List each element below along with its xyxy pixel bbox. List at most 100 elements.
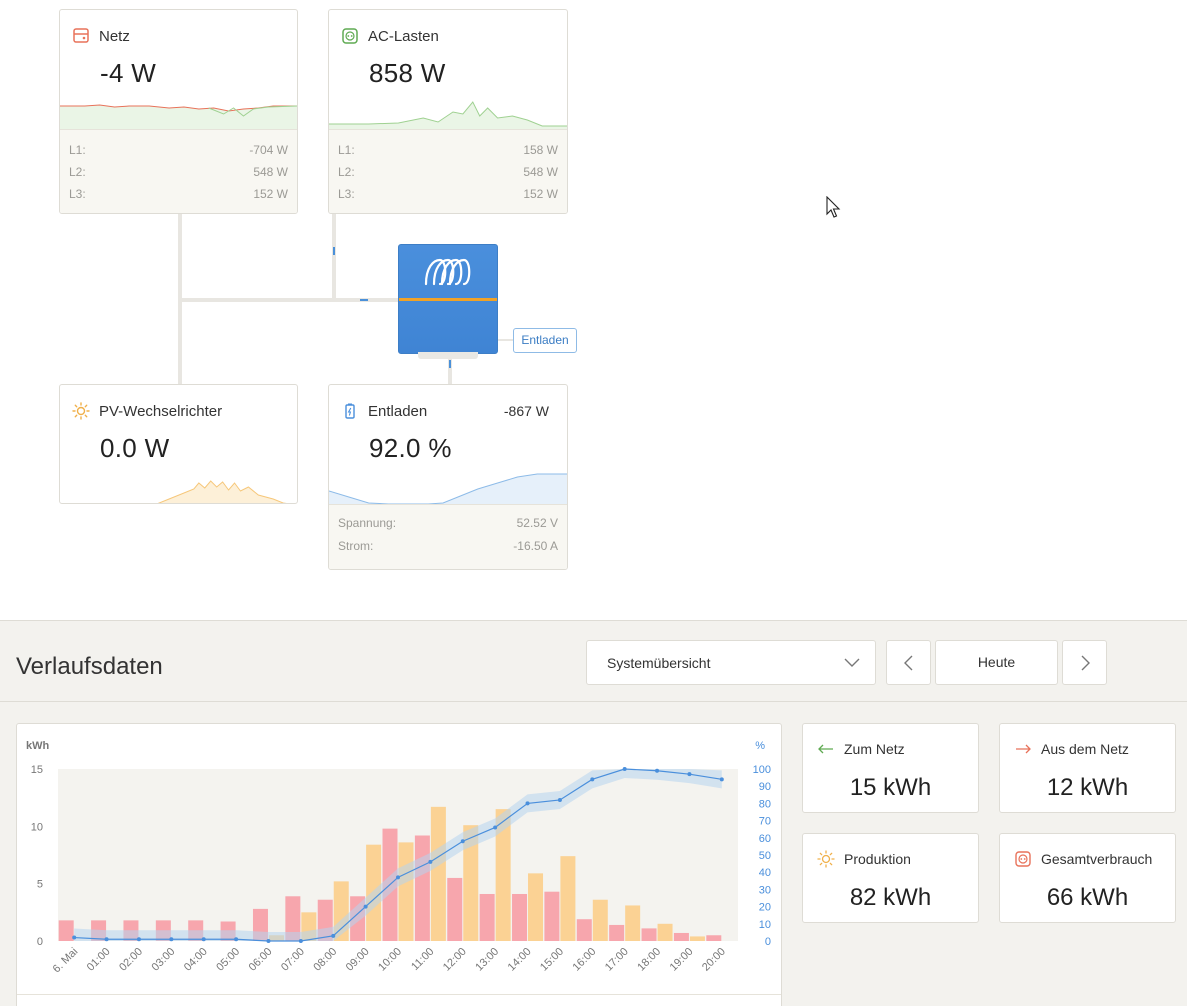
soc-point bbox=[493, 825, 498, 830]
bar-consumption bbox=[447, 877, 463, 941]
y2-tick-label: 90 bbox=[759, 781, 771, 793]
y2-tick-label: 20 bbox=[759, 902, 771, 914]
soc-point bbox=[460, 839, 465, 844]
history-title: Verlaufsdaten bbox=[16, 653, 163, 680]
soc-point bbox=[687, 772, 692, 777]
stat-production-label: Produktion bbox=[844, 851, 911, 867]
stat-from-grid-label: Aus dem Netz bbox=[1041, 741, 1129, 757]
battery-soc-value: 92.0 % bbox=[369, 433, 452, 463]
bar-production bbox=[592, 899, 608, 941]
stat-from-grid-header: Aus dem Netz bbox=[1014, 740, 1129, 758]
x-tick-label: 14:00 bbox=[506, 946, 534, 974]
period-button[interactable]: Heute bbox=[935, 640, 1058, 685]
grid-sparkline bbox=[60, 104, 297, 130]
next-period-button[interactable] bbox=[1062, 640, 1107, 685]
x-tick-label: 18:00 bbox=[635, 946, 663, 974]
y2-axis-ticks: 0 10 20 30 40 50 60 70 80 90 100 bbox=[753, 764, 771, 948]
bar-production bbox=[625, 905, 641, 941]
grid-phase-row: L3: 152 W bbox=[69, 187, 288, 201]
history-chart[interactable]: kWh % 0 5 10 15 0 10 20 30 40 50 60 70 80 90 100 6. M… bbox=[17, 724, 783, 1006]
ac-loads-phases: L1: 158 W L2: 548 W L3: 152 W bbox=[329, 129, 567, 213]
battery-icon bbox=[341, 402, 359, 420]
bar-consumption bbox=[706, 935, 722, 941]
stat-production-value: 82 kWh bbox=[849, 884, 932, 911]
pv-tile-title: PV-Wechselrichter bbox=[99, 402, 223, 420]
victron-logo-icon bbox=[424, 258, 471, 286]
y2-tick-label: 80 bbox=[759, 798, 771, 810]
ac-loads-tile-header: AC-Lasten bbox=[341, 26, 439, 46]
ac-loads-phase-row: L2: 548 W bbox=[338, 165, 558, 179]
y-tick-label: 10 bbox=[31, 821, 43, 833]
x-tick-label: 16:00 bbox=[570, 946, 598, 974]
bar-production bbox=[657, 923, 673, 941]
arrow-left-icon bbox=[817, 740, 835, 758]
inverter-device[interactable] bbox=[398, 244, 498, 354]
grid-phase-row: L2: 548 W bbox=[69, 165, 288, 179]
soc-point bbox=[719, 777, 724, 782]
soc-point bbox=[136, 937, 141, 942]
x-tick-label: 6. Mai bbox=[51, 946, 81, 976]
bar-consumption bbox=[641, 928, 657, 941]
soc-point bbox=[396, 875, 400, 880]
chart-plot-area bbox=[58, 769, 738, 941]
bar-consumption bbox=[285, 896, 301, 941]
x-tick-label: 01:00 bbox=[85, 946, 113, 974]
inverter-stripe bbox=[399, 298, 497, 301]
bar-production bbox=[528, 873, 544, 941]
sun-icon bbox=[72, 402, 90, 420]
bar-consumption bbox=[58, 920, 74, 941]
x-tick-label: 20:00 bbox=[700, 946, 728, 974]
mouse-pointer-icon bbox=[826, 196, 841, 218]
pv-power-value: 0.0 W bbox=[100, 433, 170, 463]
flow-indicator-main bbox=[360, 299, 368, 301]
chevron-down-icon bbox=[844, 658, 860, 667]
wire-battery-vertical bbox=[448, 354, 452, 385]
socket-icon bbox=[341, 27, 359, 45]
y2-tick-label: 60 bbox=[759, 833, 771, 845]
inverter-base bbox=[418, 352, 478, 359]
bar-production bbox=[398, 842, 414, 941]
grid-tile-header: Netz bbox=[72, 26, 130, 46]
bar-consumption bbox=[673, 932, 689, 941]
grid-power-value: -4 W bbox=[100, 58, 157, 88]
stat-to-grid-header: Zum Netz bbox=[817, 740, 905, 758]
wire-state-label bbox=[497, 339, 514, 341]
ac-loads-phase-row: L1: 158 W bbox=[338, 143, 558, 157]
period-label: Heute bbox=[977, 654, 1016, 670]
soc-point bbox=[201, 937, 206, 942]
soc-point bbox=[169, 937, 174, 942]
x-tick-label: 04:00 bbox=[182, 946, 210, 974]
x-tick-label: 06:00 bbox=[247, 946, 275, 974]
soc-point bbox=[266, 939, 271, 943]
wire-main-horizontal bbox=[178, 298, 399, 302]
grid-tile-title: Netz bbox=[99, 27, 130, 45]
soc-point bbox=[104, 937, 109, 942]
arrow-right-icon bbox=[1014, 740, 1032, 758]
soc-point bbox=[590, 777, 595, 782]
bar-consumption bbox=[576, 919, 592, 941]
ac-loads-tile[interactable]: AC-Lasten 858 W L1: 158 W L2: 548 W L3: 152… bbox=[328, 9, 568, 214]
battery-tile[interactable]: Entladen -867 W 92.0 % Spannung: 52.52 V … bbox=[328, 384, 568, 570]
battery-sparkline bbox=[329, 473, 567, 505]
inverter-state-badge: Entladen bbox=[513, 328, 577, 353]
soc-point bbox=[428, 859, 433, 864]
y2-tick-label: 70 bbox=[759, 816, 771, 828]
flow-indicator-acloads bbox=[333, 247, 335, 255]
y-tick-label: 15 bbox=[31, 764, 43, 776]
bar-production bbox=[495, 809, 511, 941]
bar-consumption bbox=[414, 835, 430, 941]
ac-loads-tile-title: AC-Lasten bbox=[368, 27, 439, 45]
grid-tile[interactable]: Netz -4 W L1: -704 W L2: 548 W L3: 152 W bbox=[59, 9, 298, 214]
battery-power-value: -867 W bbox=[503, 403, 549, 419]
view-selector[interactable]: Systemübersicht bbox=[586, 640, 876, 685]
pv-inverter-tile[interactable]: PV-Wechselrichter 0.0 W bbox=[59, 384, 298, 504]
x-tick-label: 15:00 bbox=[538, 946, 566, 974]
x-tick-label: 11:00 bbox=[409, 946, 436, 973]
view-selector-value: Systemübersicht bbox=[607, 655, 711, 671]
previous-period-button[interactable] bbox=[886, 640, 931, 685]
stat-from-grid: Aus dem Netz 12 kWh bbox=[999, 723, 1176, 813]
soc-point bbox=[557, 797, 562, 802]
stat-consumption-value: 66 kWh bbox=[1046, 884, 1129, 911]
battery-details: Spannung: 52.52 V Strom: -16.50 A bbox=[329, 504, 567, 569]
battery-tile-title: Entladen bbox=[368, 402, 428, 420]
